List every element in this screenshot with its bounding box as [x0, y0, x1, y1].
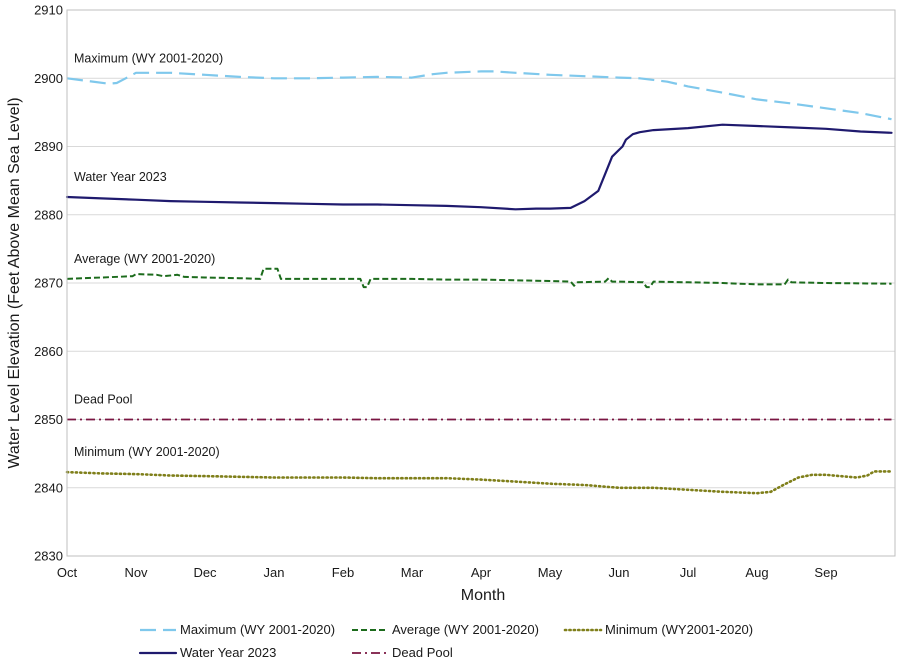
y-tick-label: 2900 [34, 71, 63, 86]
x-tick-label: Sep [814, 565, 837, 580]
y-tick-label: 2830 [34, 549, 63, 564]
x-tick-label: May [538, 565, 563, 580]
legend-label-wy2023: Water Year 2023 [180, 645, 276, 660]
x-tick-label: Apr [471, 565, 492, 580]
legend-label-minimum: Minimum (WY2001-2020) [605, 622, 753, 637]
legend-item-average: Average (WY 2001-2020) [352, 622, 539, 637]
y-tick-label: 2890 [34, 139, 63, 154]
legend-item-maximum: Maximum (WY 2001-2020) [140, 622, 335, 637]
x-tick-label: Aug [745, 565, 768, 580]
annotation-minimum: Minimum (WY 2001-2020) [74, 445, 220, 459]
series-lines [65, 70, 893, 495]
annotation-wy2023: Water Year 2023 [74, 170, 167, 184]
legend-item-minimum: Minimum (WY2001-2020) [563, 622, 753, 637]
y-tick-label: 2910 [34, 3, 63, 18]
legend-item-wy2023: Water Year 2023 [138, 645, 276, 660]
legend-label-average: Average (WY 2001-2020) [392, 622, 539, 637]
series-line-maximum [66, 70, 892, 121]
y-tick-label: 2870 [34, 276, 63, 291]
legend: Maximum (WY 2001-2020) Average (WY 2001-2… [138, 622, 753, 660]
y-tick-label: 2880 [34, 207, 63, 222]
x-tick-label: Feb [332, 565, 354, 580]
series-line-minimum [65, 470, 893, 495]
x-tick-label: Oct [57, 565, 78, 580]
series-line-average [66, 267, 892, 289]
axes: 2830 2840 2850 2860 2870 2880 2890 2900 2910 Oct N… [34, 3, 896, 580]
y-tick-label: 2840 [34, 480, 63, 495]
x-tick-label: Dec [193, 565, 217, 580]
series-line-wy2023 [65, 123, 893, 211]
x-tick-label: Mar [401, 565, 424, 580]
y-tick-label: 2860 [34, 344, 63, 359]
plot-frame [66, 9, 896, 557]
series-annotations: Maximum (WY 2001-2020) Water Year 2023 Ave… [74, 51, 223, 459]
x-tick-label: Nov [124, 565, 148, 580]
x-tick-label: Jan [264, 565, 285, 580]
x-tick-label: Jun [609, 565, 630, 580]
annotation-deadpool: Dead Pool [74, 393, 132, 407]
annotation-maximum: Maximum (WY 2001-2020) [74, 51, 223, 65]
gridlines [67, 9, 895, 557]
legend-label-maximum: Maximum (WY 2001-2020) [180, 622, 335, 637]
legend-label-deadpool: Dead Pool [392, 645, 453, 660]
x-tick-label: Jul [680, 565, 697, 580]
x-axis-title: Month [461, 587, 505, 604]
y-tick-label: 2850 [34, 412, 63, 427]
legend-item-deadpool: Dead Pool [352, 645, 453, 660]
y-axis-title: Water Level Elevation (Feet Above Mean S… [6, 97, 23, 468]
annotation-average: Average (WY 2001-2020) [74, 252, 215, 266]
